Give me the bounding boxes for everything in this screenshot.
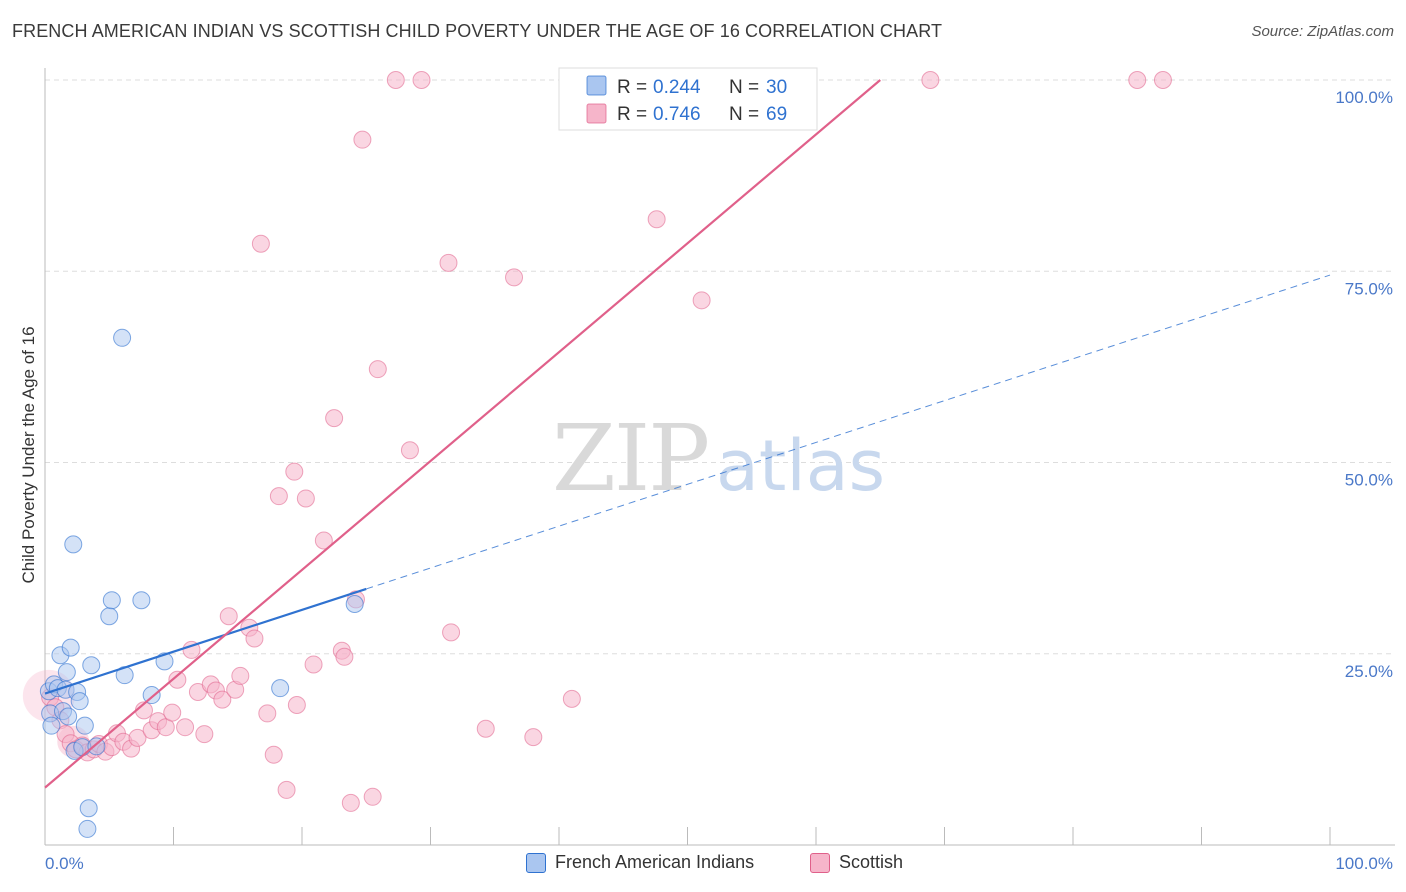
point-scottish-37 [278,781,295,798]
point-french-american-indians-21 [101,608,118,625]
point-scottish-36 [265,746,282,763]
point-scottish-33 [246,630,263,647]
point-scottish-60 [563,690,580,707]
point-scottish-68 [1154,72,1171,89]
legend-label-scottish: Scottish [839,852,903,873]
y-axis-title: Child Poverty Under the Age of 16 [19,326,38,583]
legend-item-scottish: Scottish [810,852,903,873]
grid-lines [45,80,1395,654]
point-french-american-indians-16 [76,717,93,734]
point-scottish-40 [288,697,305,714]
legend-r-label-blue: R = [617,77,647,98]
point-scottish-29 [220,608,237,625]
legend-r-label-pink: R = [617,104,647,125]
point-scottish-35 [259,705,276,722]
point-scottish-49 [354,131,371,148]
point-french-american-indians-14 [71,693,88,710]
point-french-american-indians-29 [346,596,363,613]
legend-r-value-blue: 0.244 [653,77,701,98]
point-scottish-67 [1129,72,1146,89]
legend-n-value-blue: 30 [766,77,787,98]
point-scottish-62 [648,211,665,228]
trend-line-french-american-indians-extension [366,275,1330,589]
point-scottish-66 [922,72,939,89]
point-scottish-59 [525,729,542,746]
y-tick-label-2: 75.0% [1345,279,1393,298]
legend-swatch-scottish [810,853,830,873]
point-scottish-47 [342,794,359,811]
y-tick-label-3: 100.0% [1335,88,1393,107]
point-french-american-indians-25 [133,592,150,609]
point-scottish-52 [387,72,404,89]
legend-swatch-blue [587,76,606,95]
point-scottish-57 [477,720,494,737]
point-scottish-39 [286,463,303,480]
point-scottish-51 [369,361,386,378]
point-scottish-56 [443,624,460,641]
y-tick-label-0: 25.0% [1345,662,1393,681]
point-scottish-53 [401,442,418,459]
legend-label-french-american-indians: French American Indians [555,852,754,873]
legend-item-french-american-indians: French American Indians [526,852,754,873]
point-scottish-22 [177,719,194,736]
point-french-american-indians-18 [83,657,100,674]
point-scottish-55 [440,254,457,271]
watermark-zip: ZIP [552,405,708,512]
point-french-american-indians-19 [79,820,96,837]
point-french-american-indians-9 [60,708,77,725]
point-scottish-54 [413,72,430,89]
correlation-legend: R = 0.244 N = 30 R = 0.746 N = 69 [559,68,817,130]
point-scottish-42 [305,656,322,673]
point-scottish-44 [326,410,343,427]
point-french-american-indians-2 [43,717,60,734]
point-scottish-38 [270,488,287,505]
watermark: ZIP atlas [552,405,885,512]
point-scottish-58 [506,269,523,286]
legend-row-pink: R = 0.746 N = 69 [587,104,787,125]
watermark-atlas: atlas [716,425,885,507]
legend-r-value-pink: 0.746 [653,104,701,125]
point-french-american-indians-28 [272,680,289,697]
legend-n-label-blue: N = [729,77,759,98]
legend-swatch-pink [587,104,606,123]
point-french-american-indians-22 [103,592,120,609]
point-scottish-46 [336,648,353,665]
point-scottish-20 [164,704,181,721]
legend-row-blue: R = 0.244 N = 30 [587,76,787,98]
point-french-american-indians-11 [65,536,82,553]
scatter-chart: ZIP atlas 25.0%50.0%75.0%100.0%0.0% 100.0… [0,0,1406,892]
point-scottish-63 [693,292,710,309]
legend-n-value-pink: 69 [766,104,787,125]
point-scottish-41 [297,490,314,507]
point-french-american-indians-10 [62,639,79,656]
point-scottish-34 [252,235,269,252]
point-scottish-25 [196,726,213,743]
series-legend: French American Indians Scottish [0,850,1406,880]
point-french-american-indians-8 [58,664,75,681]
legend-n-label-pink: N = [729,104,759,125]
point-scottish-31 [232,667,249,684]
y-tick-label-1: 50.0% [1345,471,1393,490]
point-french-american-indians-17 [80,800,97,817]
point-scottish-50 [364,788,381,805]
legend-swatch-french-american-indians [526,853,546,873]
point-french-american-indians-23 [114,329,131,346]
